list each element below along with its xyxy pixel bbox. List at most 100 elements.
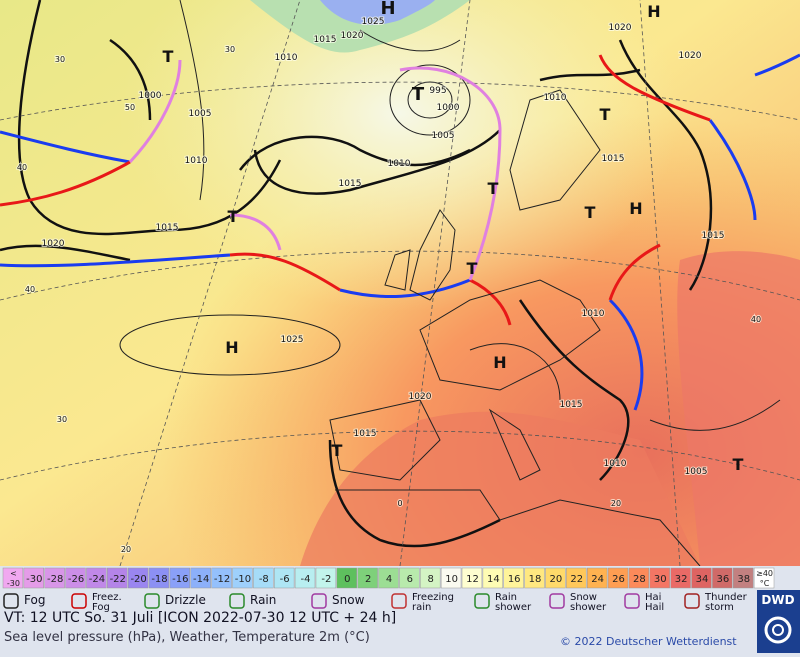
contour-label: 30	[225, 45, 235, 54]
legend-label: Snow	[332, 593, 365, 607]
scale-label: 24	[591, 574, 604, 585]
contour-label: 1015	[560, 400, 583, 410]
legend-symbol	[229, 593, 245, 609]
legend-symbol	[684, 593, 700, 609]
scale-label: 10	[445, 574, 458, 585]
pressure-center: H	[629, 199, 642, 218]
legend-label-line: storm	[705, 602, 734, 613]
scale-cell	[545, 567, 566, 589]
scale-cell	[315, 567, 337, 589]
valid-time: VT: 12 UTC So. 31 Juli [ICON 2022-07-30 …	[4, 610, 396, 626]
scale-cell	[65, 567, 86, 589]
legend-label-line: Snow	[570, 592, 597, 603]
contour-label: 1020	[609, 23, 632, 33]
scale-label: -14	[193, 574, 209, 585]
scale-cell	[712, 567, 733, 589]
legend-label: Snow shower	[570, 592, 607, 613]
contour-label: 40	[17, 163, 27, 172]
scale-label: 26	[612, 574, 625, 585]
scale-cell	[753, 567, 775, 589]
scale-label: 0	[344, 574, 350, 585]
scale-label: -20	[130, 574, 146, 585]
contour-label: 1020	[679, 51, 702, 61]
scale-label: -22	[110, 574, 126, 585]
scale-cell	[482, 567, 504, 589]
legend-symbol	[474, 593, 490, 609]
scale-cell	[86, 567, 107, 589]
contour-label: 40	[751, 315, 761, 324]
scale-cell	[691, 567, 712, 589]
contour-label: 1020	[42, 239, 65, 249]
scale-cell	[440, 567, 462, 589]
legend-symbol	[391, 593, 407, 609]
scale-cell	[232, 567, 253, 589]
pressure-center: T	[488, 179, 499, 198]
scale-cell	[127, 567, 149, 589]
contour-label: 50	[125, 103, 135, 112]
scale-label: 30	[654, 574, 667, 585]
scale-cell	[273, 567, 295, 589]
legend-label-line: Hail	[645, 602, 664, 613]
contour-label: 1020	[341, 31, 364, 41]
scale-label: -16	[172, 574, 188, 585]
pressure-center: H	[225, 338, 238, 357]
scale-cell	[2, 567, 24, 589]
scale-cell	[211, 567, 232, 589]
contour-label: 1000	[139, 91, 162, 101]
pressure-center: T	[733, 455, 744, 474]
scale-label: 12	[466, 574, 479, 585]
contour-label: 1020	[409, 392, 432, 402]
contour-label: 1010	[185, 156, 208, 166]
scale-label: 28	[633, 574, 646, 585]
scale-cell	[420, 567, 441, 589]
scale-label: -30	[26, 574, 42, 585]
contour-label: 40	[25, 285, 35, 294]
legend-symbol	[311, 593, 327, 609]
scale-label: 6	[407, 574, 413, 585]
color-scale: <-30 -30 -28 -26 -24 -22 -20 -18 -16 -14 -12 -10 -8-…	[2, 567, 775, 589]
logo-text: DWD	[761, 593, 794, 607]
pressure-center: T	[228, 207, 239, 226]
scale-cell	[107, 567, 128, 589]
pressure-center: T	[585, 203, 596, 222]
scale-cell	[253, 567, 274, 589]
scale-cell	[169, 567, 191, 589]
legend-label-line: Freezing	[412, 592, 454, 603]
map-area	[0, 0, 800, 567]
scale-label: 34	[696, 574, 709, 585]
pressure-center: H	[493, 353, 506, 372]
legend-symbol	[71, 593, 87, 609]
scale-label-top: <	[10, 569, 17, 578]
contour-label: 1005	[189, 109, 212, 119]
scale-label: -8	[259, 574, 269, 585]
legend-label: Hai Hail	[645, 592, 664, 613]
contour-label: 1015	[156, 223, 179, 233]
legend-symbol	[549, 593, 565, 609]
legend-label-line: Thunder	[704, 592, 748, 603]
legend-label: Freez. Fog	[92, 592, 122, 613]
pressure-center: T	[600, 105, 611, 124]
scale-cell	[649, 567, 670, 589]
pressure-center: T	[332, 441, 343, 460]
contour-label: 1015	[314, 35, 337, 45]
scale-cell	[378, 567, 399, 589]
scale-label: -30	[7, 579, 20, 588]
scale-label: -24	[89, 574, 105, 585]
scale-label: 18	[529, 574, 542, 585]
scale-label: °C	[760, 579, 770, 588]
legend-symbol	[624, 593, 640, 609]
scale-label: 4	[386, 574, 392, 585]
scale-cell	[503, 567, 524, 589]
copyright: © 2022 Deutscher Wetterdienst	[560, 635, 737, 648]
contour-label: 30	[55, 55, 65, 64]
pressure-center: H	[647, 2, 660, 21]
contour-label: 0	[397, 499, 402, 508]
contour-label: 20	[611, 499, 621, 508]
logo-swirl-inner	[772, 624, 784, 636]
legend-label-line: Freez.	[92, 592, 122, 603]
legend-label: Fog	[24, 593, 45, 607]
legend-label-line: Fog	[92, 602, 110, 613]
legend-label: Freezing rain	[412, 592, 454, 613]
